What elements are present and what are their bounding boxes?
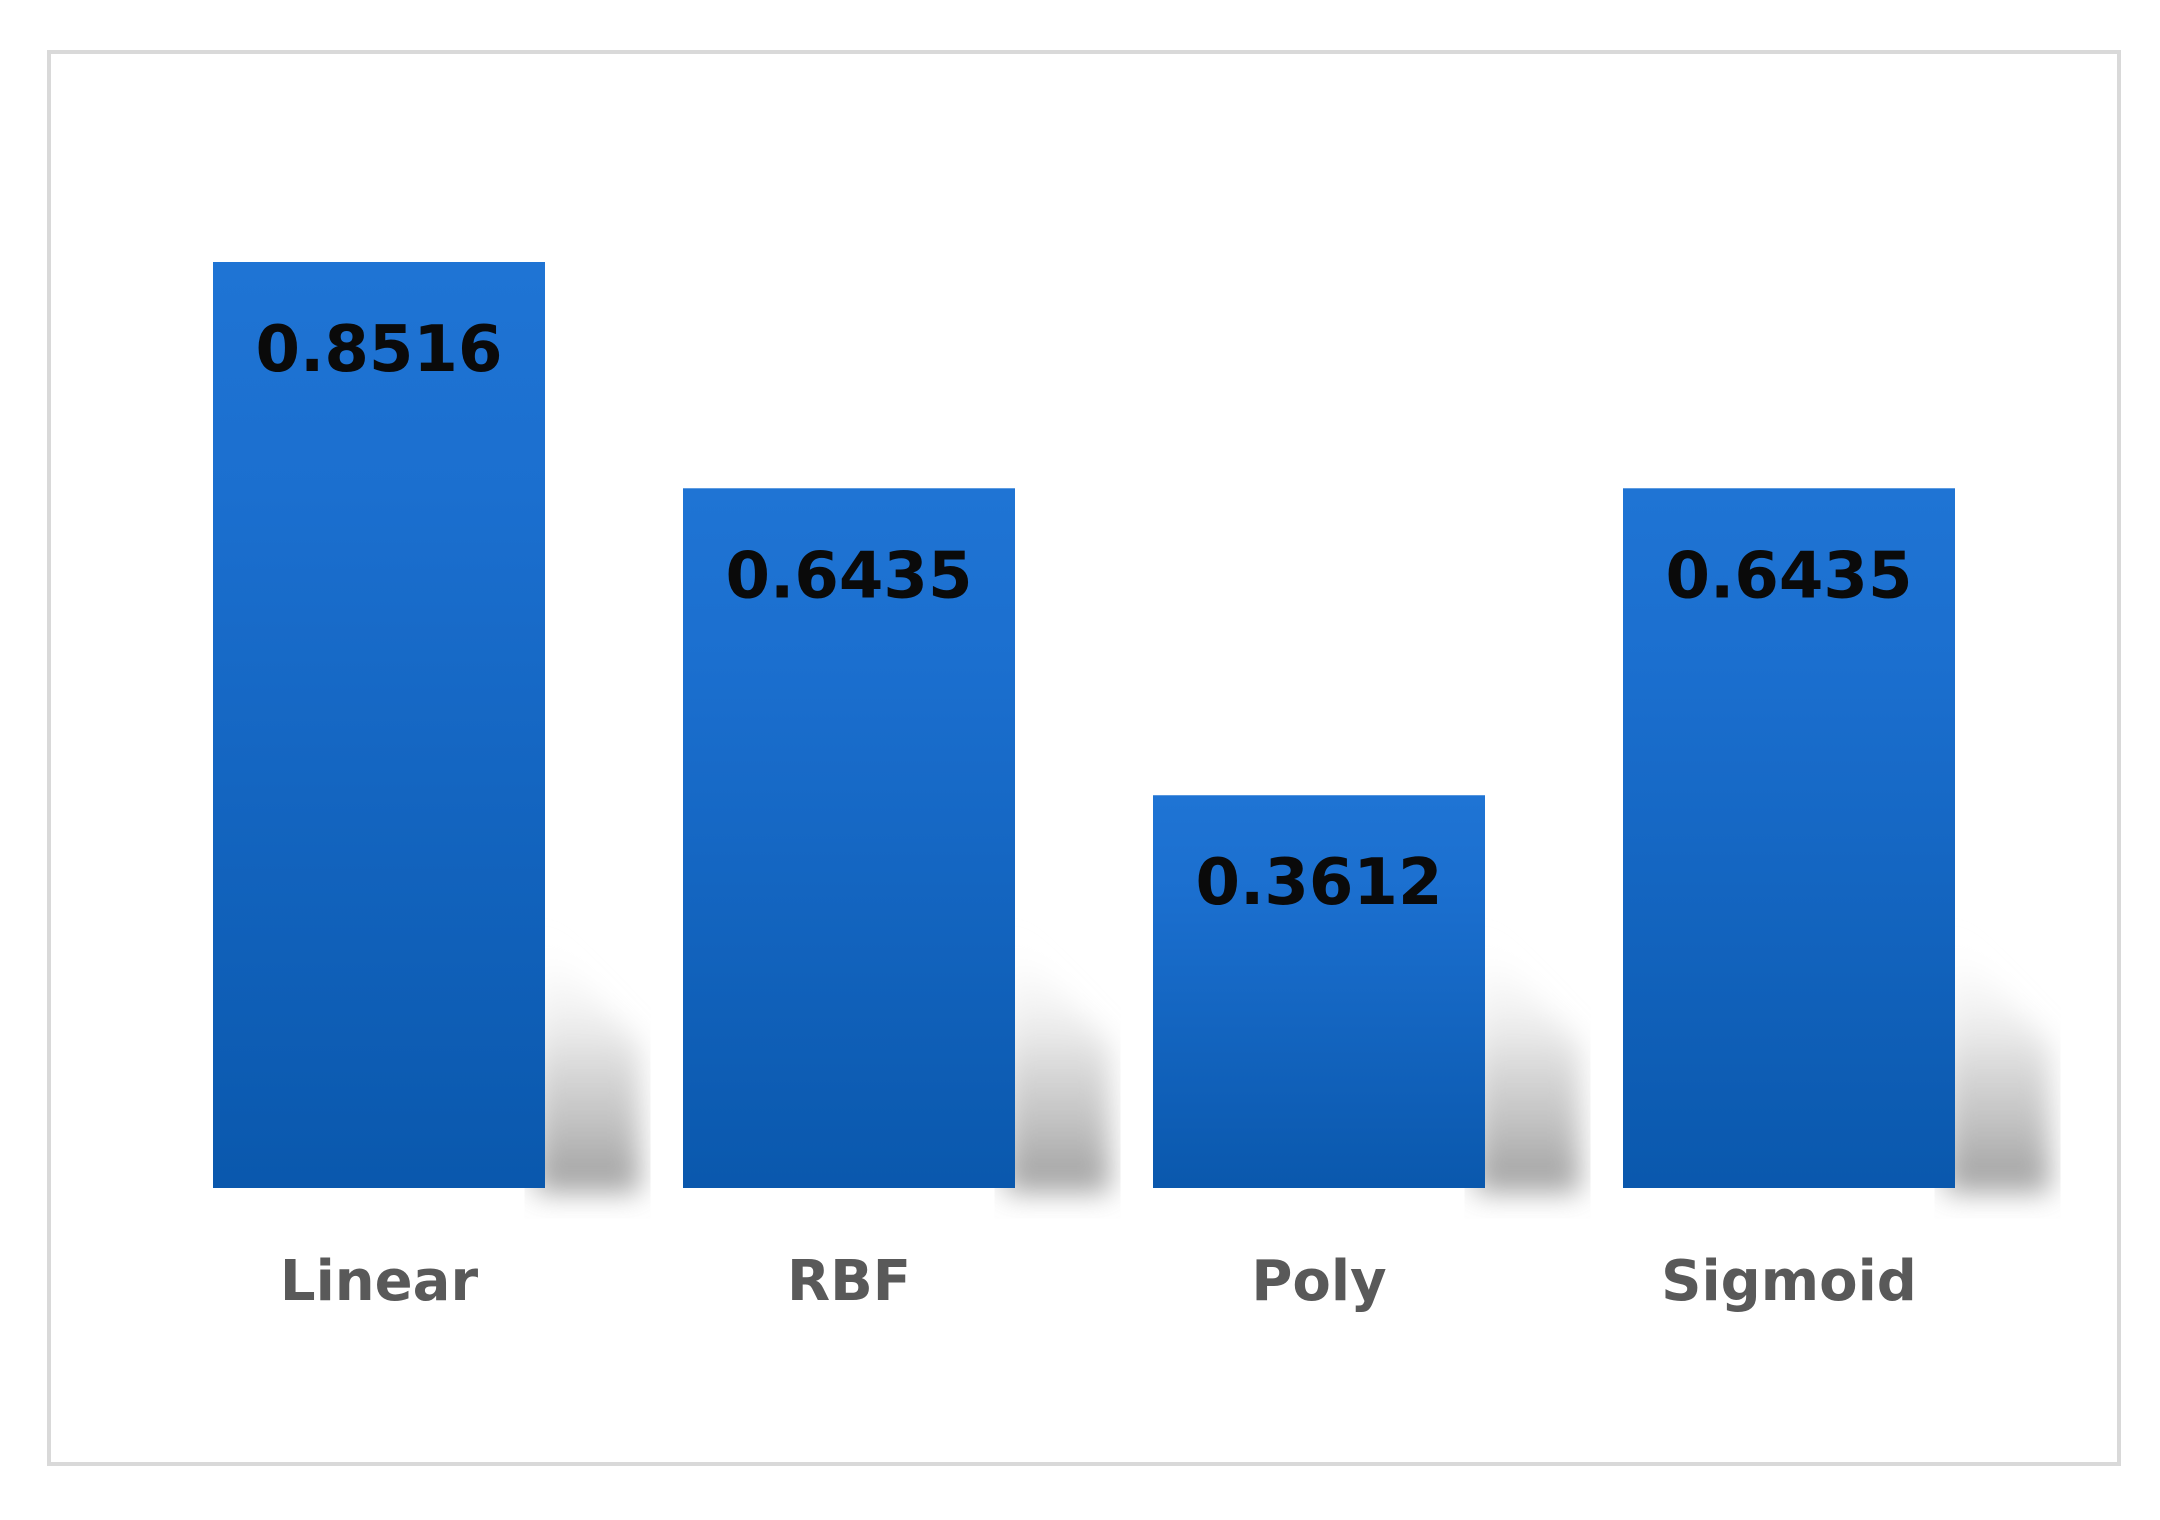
bars — [213, 262, 1955, 1188]
value-label-sigmoid: 0.6435 — [1666, 539, 1913, 613]
category-label-sigmoid: Sigmoid — [1661, 1249, 1917, 1314]
category-label-linear: Linear — [280, 1249, 479, 1314]
bar-linear — [213, 262, 545, 1188]
bar-shadow-poly — [1475, 928, 1580, 1192]
bar-shadows — [535, 928, 2050, 1192]
value-label-linear: 0.8516 — [256, 313, 503, 387]
category-label-poly: Poly — [1251, 1249, 1386, 1314]
bar-shadow-rbf — [1005, 928, 1110, 1192]
bar-poly — [1153, 795, 1485, 1188]
bar-shadow-sigmoid — [1945, 928, 2050, 1192]
value-label-poly: 0.3612 — [1196, 846, 1443, 920]
value-label-rbf: 0.6435 — [726, 539, 973, 613]
bar-shadow-linear — [535, 928, 640, 1192]
bar-sigmoid — [1623, 488, 1955, 1188]
value-labels: 0.8516 0.6435 0.3612 0.6435 — [256, 313, 1913, 920]
category-labels: Linear RBF Poly Sigmoid — [280, 1249, 1917, 1314]
category-label-rbf: RBF — [787, 1249, 911, 1314]
bar-rbf — [683, 488, 1015, 1188]
